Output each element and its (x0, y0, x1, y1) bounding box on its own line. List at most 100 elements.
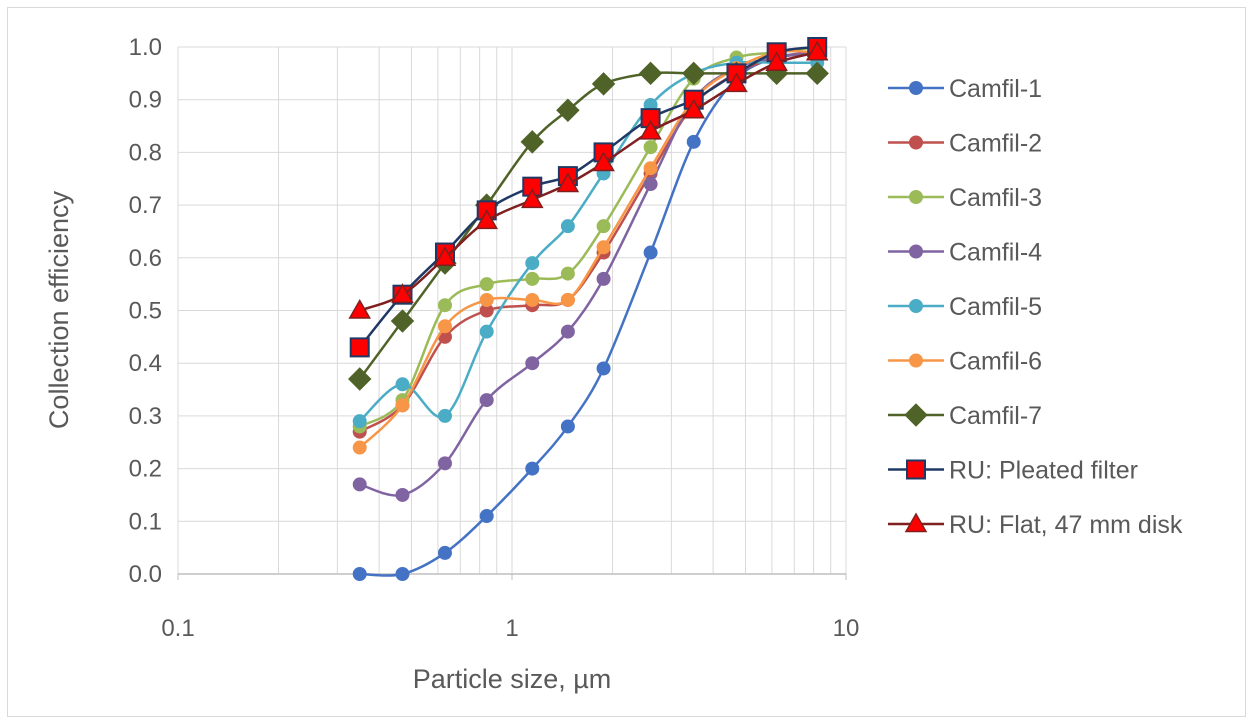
chart-frame (7, 7, 1246, 717)
x-tick-label: 1 (505, 615, 518, 642)
legend-item: RU: Pleated filter (888, 457, 1138, 485)
data-point (556, 98, 580, 122)
data-point (560, 324, 575, 339)
data-point (391, 283, 414, 303)
legend-label: RU: Flat, 47 mm disk (949, 511, 1183, 539)
data-point (348, 367, 372, 391)
legend-marker (906, 459, 926, 480)
data-point (596, 361, 611, 376)
data-point (479, 393, 494, 408)
legend-marker (909, 353, 923, 368)
series-line (359, 51, 818, 433)
data-point (596, 271, 611, 286)
data-point (352, 414, 367, 429)
data-point (395, 487, 410, 502)
data-point (560, 219, 575, 234)
data-point (596, 240, 611, 255)
x-axis-title: Particle size, µm (413, 664, 612, 694)
data-point (479, 292, 494, 307)
data-point (525, 271, 540, 286)
y-tick-label: 1.0 (129, 34, 162, 61)
y-axis-title: Collection efficiency (44, 190, 74, 429)
series-line (358, 60, 818, 423)
data-point (643, 177, 658, 192)
legend-label: RU: Pleated filter (949, 457, 1138, 485)
legend-marker (904, 403, 928, 427)
y-tick-label: 0.8 (129, 139, 162, 166)
x-tick-label: 0.1 (161, 615, 194, 642)
series-line (358, 71, 818, 380)
data-point (639, 119, 662, 140)
data-point (682, 61, 706, 86)
legend-marker (909, 190, 923, 204)
legend-label: Camfil-3 (949, 184, 1042, 212)
data-point (390, 309, 415, 333)
legend-item: Camfil-1 (888, 75, 1042, 103)
legend-item: RU: Flat, 47 mm disk (888, 511, 1183, 539)
data-point (395, 398, 410, 413)
y-tick-label: 0.2 (129, 456, 162, 483)
data-point (686, 134, 701, 149)
data-point (475, 209, 499, 230)
data-point (525, 292, 540, 307)
data-point (395, 567, 410, 581)
legend-marker (909, 244, 923, 259)
legend-item: Camfil-7 (888, 402, 1042, 430)
legend-label: Camfil-4 (949, 239, 1042, 267)
data-point (643, 161, 658, 176)
y-tick-label: 0.0 (129, 561, 162, 588)
data-point (437, 545, 452, 560)
data-point (479, 277, 494, 292)
data-point (349, 337, 370, 358)
data-point (596, 219, 611, 234)
legend-item: Camfil-2 (888, 130, 1042, 158)
data-point (643, 140, 658, 155)
data-point (520, 130, 544, 154)
data-point (560, 419, 575, 434)
y-tick-label: 0.6 (129, 245, 162, 272)
y-tick-label: 0.7 (129, 192, 162, 219)
data-point (560, 266, 575, 281)
legend-item: Camfil-6 (888, 348, 1042, 376)
data-point (352, 440, 367, 455)
y-tick-label: 0.4 (129, 350, 162, 377)
series-1 (352, 45, 825, 439)
legend: Camfil-1 Camfil-2 Camfil-3 Camfil-4 Camfil-5… (888, 75, 1183, 539)
data-point (592, 151, 615, 172)
legend-label: Camfil-5 (949, 293, 1042, 321)
legend-label: Camfil-1 (949, 75, 1042, 103)
data-point (437, 456, 452, 471)
series-line (359, 51, 818, 577)
data-point (682, 98, 706, 119)
series-0 (352, 45, 825, 581)
data-point (479, 509, 494, 524)
data-point (352, 477, 367, 492)
series-8 (348, 40, 829, 319)
legend-item: Camfil-4 (888, 239, 1042, 267)
data-point (725, 72, 748, 93)
data-point (638, 61, 663, 86)
y-tick-label: 0.1 (129, 508, 162, 535)
legend-marker (909, 299, 923, 313)
data-point (525, 461, 540, 476)
legend-label: Camfil-2 (949, 130, 1042, 158)
x-tick-label: 10 (833, 615, 860, 642)
data-point (437, 298, 452, 313)
y-tick-label: 0.3 (129, 403, 162, 430)
data-point (556, 172, 580, 193)
data-point (352, 567, 367, 581)
legend-label: Camfil-7 (949, 402, 1042, 430)
series-group (348, 37, 829, 581)
series-line (359, 45, 818, 428)
data-point (525, 256, 540, 271)
data-point (520, 188, 544, 209)
data-point (348, 298, 372, 319)
data-point (591, 72, 616, 96)
axes (177, 573, 847, 580)
data-point (805, 61, 829, 86)
data-point (437, 319, 452, 334)
legend-item: Camfil-5 (888, 293, 1042, 321)
tick-labels: 0.0 0.1 0.2 0.3 0.4 0.5 0.6 0.7 0.8 0.9 1.0 0.1 1 10 (129, 34, 860, 642)
series-6 (348, 61, 829, 391)
